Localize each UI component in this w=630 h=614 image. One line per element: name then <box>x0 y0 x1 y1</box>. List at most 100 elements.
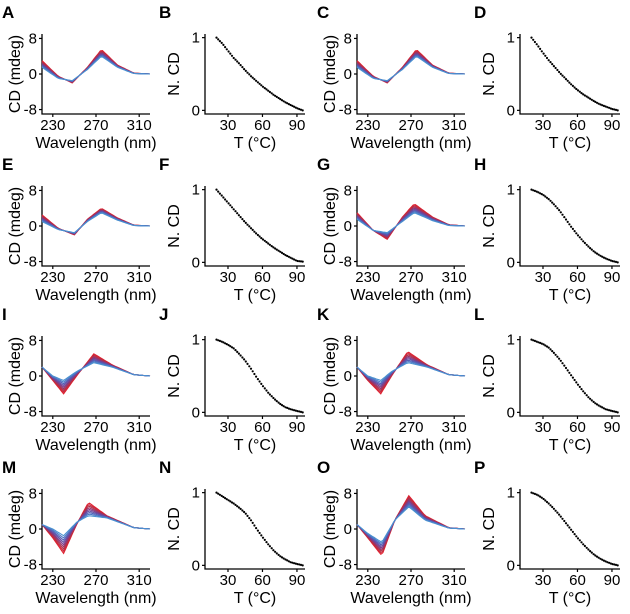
melt-point <box>595 403 599 406</box>
melt-point <box>614 563 618 566</box>
melt-point <box>217 190 220 193</box>
spectrum-line <box>41 359 151 385</box>
melt-point <box>532 339 535 342</box>
x-tick-label: 60 <box>254 419 271 436</box>
y-axis-label: N. CD <box>481 354 498 398</box>
melt-point <box>248 225 251 228</box>
panel-letter: L <box>474 305 484 324</box>
melt-point <box>554 509 557 512</box>
axis-frame <box>356 336 465 417</box>
melt-point <box>616 109 619 112</box>
melt-point <box>551 350 554 353</box>
melt-point <box>599 254 602 257</box>
melt-point <box>263 87 266 90</box>
melt-point <box>260 237 263 240</box>
x-tick-label: 90 <box>289 117 306 134</box>
melt-point <box>611 108 614 111</box>
melt-point <box>263 538 266 541</box>
melt-point <box>592 400 595 403</box>
melt-point <box>279 555 282 558</box>
melt-point <box>573 533 576 536</box>
x-axis-label: Wavelength (nm) <box>350 135 471 152</box>
melt-point <box>255 375 258 378</box>
melt-point <box>294 106 297 109</box>
y-tick-label: 0 <box>192 404 200 421</box>
x-tick-label: 230 <box>355 117 380 134</box>
melt-point <box>573 86 576 89</box>
melt-point <box>558 357 561 360</box>
melt-point <box>585 546 588 549</box>
melt-point <box>253 524 256 527</box>
melt-point <box>601 406 604 409</box>
melt-point <box>270 395 273 398</box>
x-axis-label: T (°C) <box>549 135 592 152</box>
melt-point <box>227 50 230 53</box>
melt-point <box>535 493 538 496</box>
x-tick-label: 230 <box>40 117 65 134</box>
y-tick-label: -8 <box>24 557 37 574</box>
melt-point <box>280 404 284 407</box>
melt-point <box>602 559 605 562</box>
melt-point <box>239 354 242 357</box>
melt-point <box>535 43 538 46</box>
melt-point <box>258 531 261 535</box>
x-tick-label: 30 <box>220 269 237 286</box>
melt-point <box>533 339 536 342</box>
melt-point <box>564 78 568 81</box>
melt-point <box>576 537 580 540</box>
melt-point <box>537 45 540 48</box>
melt-point <box>267 391 270 394</box>
melt-point <box>545 345 549 348</box>
melt-point <box>234 503 237 506</box>
panel-letter: C <box>317 3 329 22</box>
melt-point <box>243 358 246 361</box>
melt-point <box>270 547 273 550</box>
melt-point <box>270 245 273 248</box>
melt-point <box>275 248 278 251</box>
melt-point <box>248 365 251 368</box>
melt-point <box>582 543 585 546</box>
melt-point <box>564 522 568 525</box>
melt-point <box>286 254 289 258</box>
y-axis-label: CD (mdeg) <box>7 337 24 415</box>
melt-point <box>215 36 218 39</box>
melt-point <box>542 52 545 55</box>
melt-point <box>616 411 619 414</box>
melt-point <box>287 103 290 106</box>
melt-point <box>299 260 303 263</box>
melt-point <box>592 553 595 556</box>
melt-point <box>563 519 566 523</box>
panel-P: P 1 0 30 60 90 T (°C) N. CD <box>474 458 620 607</box>
x-tick-label: 90 <box>604 572 621 589</box>
melt-point <box>225 498 228 501</box>
y-tick-label: 0 <box>507 404 515 421</box>
melt-point <box>246 71 249 74</box>
melt-point <box>244 69 247 72</box>
y-tick-label: 0 <box>192 557 200 574</box>
x-tick-label: 30 <box>535 419 552 436</box>
melt-point <box>294 562 297 565</box>
melt-point <box>261 385 265 388</box>
y-tick-label: -8 <box>24 254 37 271</box>
melt-point <box>243 68 246 71</box>
melt-point <box>298 563 301 566</box>
melt-point <box>268 243 271 246</box>
axis-frame <box>204 336 305 417</box>
melt-point <box>275 95 278 98</box>
panel-letter: B <box>159 3 171 22</box>
spectrum-line <box>41 212 151 234</box>
melt-point <box>552 507 555 510</box>
axis-frame <box>519 489 620 570</box>
melt-point <box>608 409 611 412</box>
melt-point <box>571 227 574 230</box>
melt-point <box>616 261 619 264</box>
melt-point <box>220 41 223 45</box>
melt-point <box>576 383 580 386</box>
melt-point <box>280 99 284 102</box>
melt-point <box>563 364 566 367</box>
melt-point <box>248 73 251 76</box>
melt-point <box>578 90 581 93</box>
melt-point <box>291 257 294 260</box>
melt-point <box>234 58 237 61</box>
